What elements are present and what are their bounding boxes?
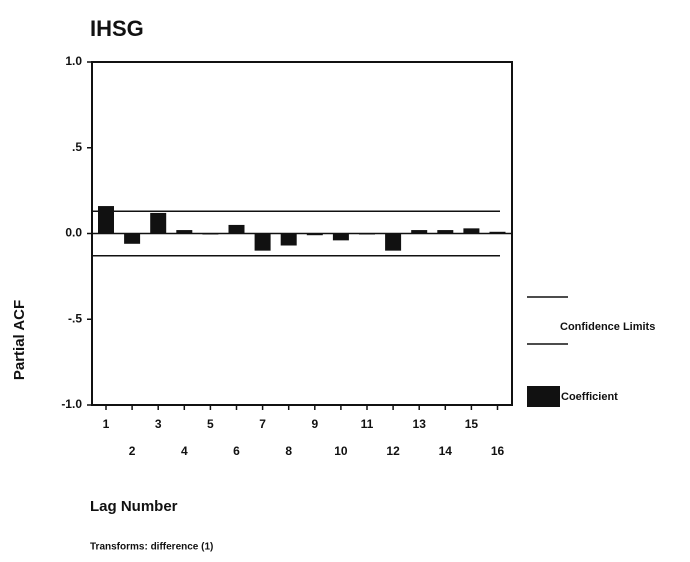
y-tick-label: -.5 (68, 311, 82, 325)
bar (411, 230, 428, 234)
y-tick-label: .5 (72, 140, 82, 154)
y-axis-label: Partial ACF (11, 300, 28, 380)
y-tick-label: -1.0 (61, 397, 82, 411)
bar (332, 233, 349, 241)
x-tick-label: 13 (413, 417, 427, 431)
x-axis-label: Lag Number (90, 498, 178, 515)
bar (463, 228, 480, 234)
chart-title: IHSG (90, 16, 144, 41)
bar (202, 233, 219, 235)
x-tick-label: 14 (439, 444, 453, 458)
bar (359, 233, 375, 235)
x-tick-label: 2 (129, 444, 136, 458)
bar (437, 230, 454, 234)
legend-label: Confidence Limits (560, 321, 655, 333)
bar (385, 233, 402, 251)
x-tick-label: 11 (361, 417, 374, 431)
bar (176, 230, 193, 234)
x-tick-label: 7 (259, 417, 266, 431)
x-tick-label: 16 (491, 444, 505, 458)
bar (280, 233, 297, 246)
x-tick-label: 6 (233, 444, 240, 458)
bar (150, 212, 167, 234)
x-tick-label: 9 (311, 417, 318, 431)
x-tick-label: 10 (334, 444, 348, 458)
y-tick-label: 0.0 (65, 226, 82, 240)
x-tick-label: 3 (155, 417, 162, 431)
x-tick-label: 5 (207, 417, 214, 431)
x-tick-label: 15 (465, 417, 479, 431)
bar (124, 233, 141, 244)
bar (306, 233, 323, 236)
x-tick-label: 1 (103, 417, 110, 431)
x-tick-label: 8 (285, 444, 292, 458)
bar (98, 206, 114, 234)
y-tick-label: 1.0 (65, 54, 82, 68)
x-tick-label: 12 (386, 444, 400, 458)
bar (254, 233, 271, 251)
bar (489, 231, 506, 234)
bar (228, 224, 245, 234)
legend-label: Coefficient (561, 391, 618, 403)
x-tick-label: 4 (181, 444, 188, 458)
legend-swatch (527, 386, 560, 407)
note: Transforms: difference (1) (90, 542, 213, 553)
